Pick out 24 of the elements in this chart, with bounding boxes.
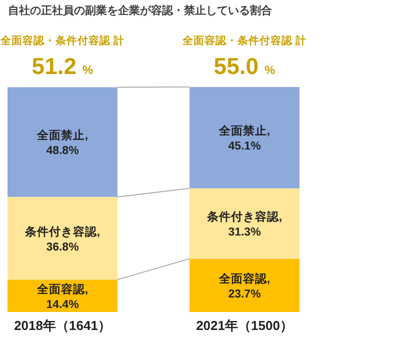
data-label: 23.7% [228, 288, 261, 300]
bar [190, 87, 300, 188]
data-label: 36.8% [46, 241, 79, 254]
data-label: 48.8% [46, 145, 79, 158]
text: 条件付き容認, [24, 226, 100, 238]
text: 55.0 % [214, 53, 276, 79]
data-label: 31.3% [228, 226, 261, 239]
x-tick-label: 2018年（1641） [14, 318, 111, 333]
series-label: 全面禁止, [218, 124, 270, 138]
text: 全面容認・条件付容認 計 [0, 34, 124, 47]
bar [190, 188, 300, 259]
text: 全面禁止, [36, 130, 88, 142]
bar [190, 258, 300, 312]
text: 全面容認・条件付容認 計 [182, 34, 306, 47]
bar [8, 87, 118, 197]
series-label: 全面容認, [36, 282, 88, 296]
data-label: 45.1% [228, 140, 261, 153]
text: 全面容認, [218, 273, 270, 286]
text: 51.2 % [32, 53, 94, 79]
data-label: 14.4% [46, 298, 79, 311]
chart-title: 自社の正社員の副業を企業が容認・禁止している割合 [8, 4, 273, 17]
bar [8, 196, 118, 280]
series-label: 条件付き容認, [206, 210, 282, 224]
x-tick-label: 2021年（1500） [196, 318, 293, 333]
